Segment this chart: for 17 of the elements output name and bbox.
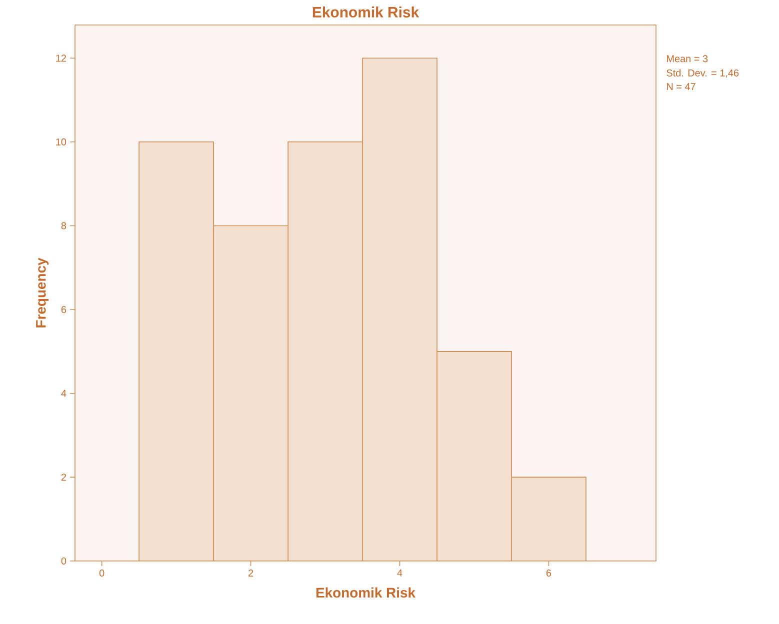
x-tick-label: 0 — [99, 570, 104, 577]
y-tick-label: 2 — [61, 474, 66, 481]
text: Std. Dev. = 1,46 — [666, 69, 739, 78]
text: N = 47 — [667, 83, 696, 90]
y-tick-label: 0 — [61, 557, 66, 565]
y-tick-label: 8 — [61, 222, 66, 230]
y-tick-label: 10 — [56, 138, 66, 146]
y-axis-title: Frequency — [36, 258, 49, 328]
y-tick-label: 4 — [61, 390, 66, 397]
y-tick-label: 12 — [56, 54, 66, 62]
x-tick-label: 6 — [546, 570, 552, 577]
y-tick-label: 6 — [61, 306, 66, 314]
x-tick-label: 4 — [397, 570, 402, 576]
chart-title: Ekonomik Risk — [312, 6, 420, 18]
x-axis-title: Ekonomik Risk — [316, 587, 416, 598]
x-tick-label: 2 — [248, 570, 254, 576]
text: Mean = 3 — [667, 55, 708, 62]
